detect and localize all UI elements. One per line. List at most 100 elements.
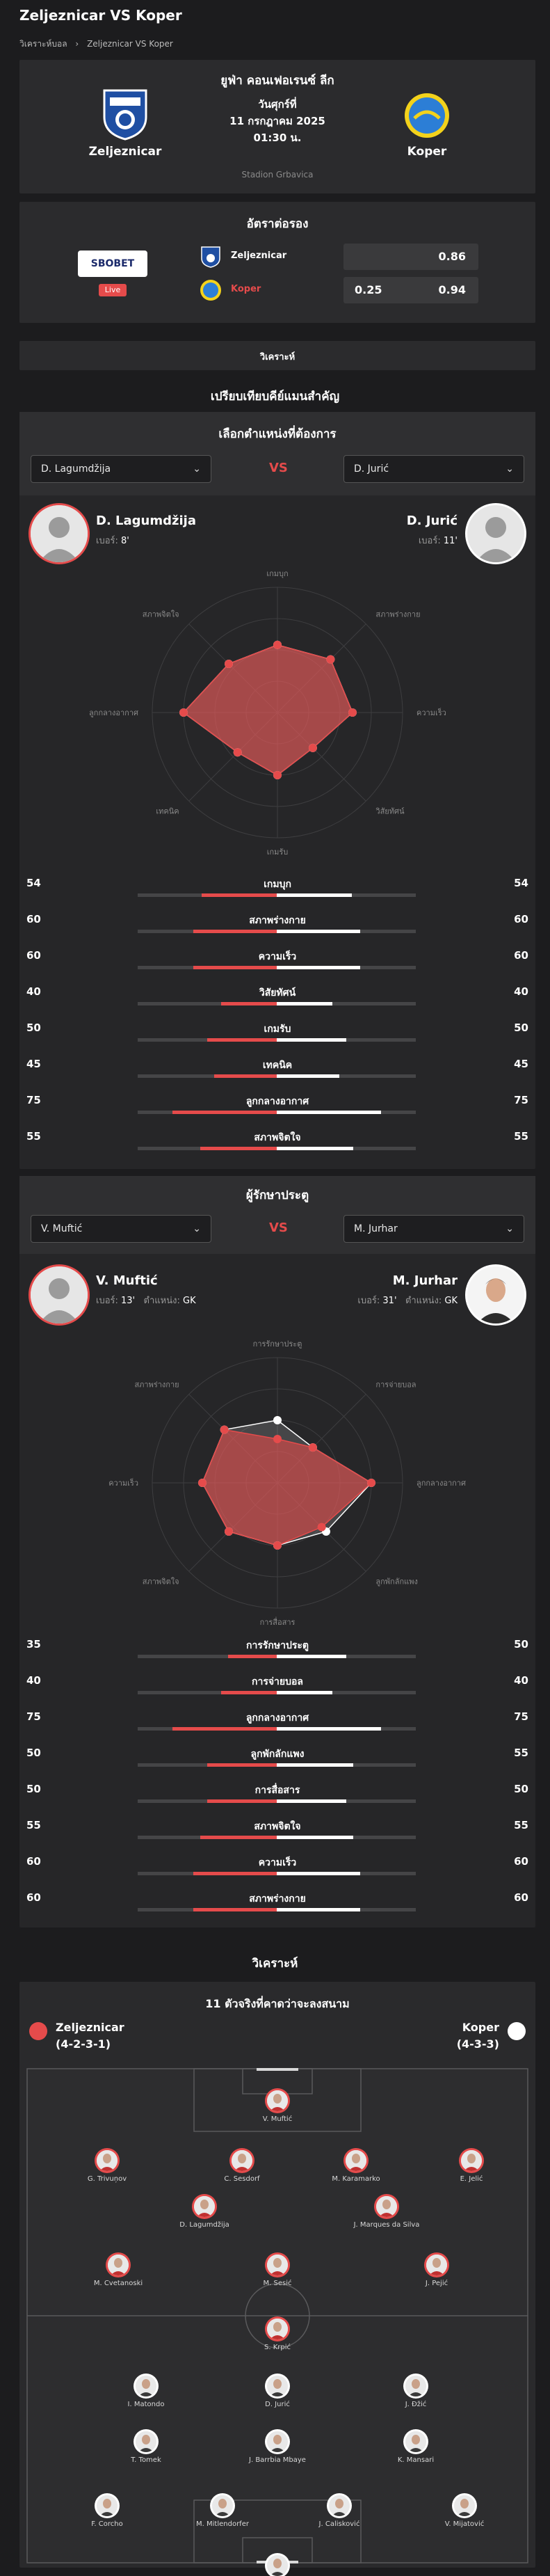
radar-point-left [317, 1522, 326, 1532]
lineup-player-avatar[interactable] [267, 2255, 288, 2275]
stat-bar-right [277, 1002, 332, 1005]
stat-left-value: 75 [26, 1710, 41, 1723]
right-player-select[interactable]: D. Jurić ⌄ [343, 455, 524, 483]
lineup-player-avatar[interactable] [376, 2196, 397, 2217]
stat-bar-left [172, 1727, 277, 1731]
left-player-select[interactable]: D. Lagumdžija ⌄ [31, 455, 211, 483]
lineup-player-name: F. Corcho [91, 2520, 123, 2528]
stat-bar-left [214, 1074, 277, 1078]
stat-row: 60 สภาพร่างกาย 60 [26, 910, 528, 945]
lineup-player-avatar[interactable] [346, 2150, 366, 2171]
stat-label: เกมรับ [264, 1024, 291, 1035]
lineup-player-avatar[interactable] [108, 2255, 129, 2275]
left-goalkeeper-select-value: V. Muftić [41, 1223, 83, 1234]
stat-bar-right [277, 1763, 353, 1767]
vs-label: VS [269, 461, 288, 475]
radar-label: ลูกกลางอากาศ [416, 1479, 466, 1488]
stat-bar-left [200, 1147, 277, 1150]
lineup-player-avatar[interactable] [232, 2150, 252, 2171]
odds-panel: อัตราต่อรอง SBOBET Live Zeljeznicar Kope… [19, 202, 535, 323]
stat-bar-left [207, 1038, 277, 1042]
left-goalkeeper-avatar [31, 1266, 88, 1323]
stat-row: 75 ลูกกลางอากาศ 75 [26, 1708, 528, 1742]
radar-point-right [273, 1416, 282, 1424]
stat-left-value: 75 [26, 1094, 41, 1106]
stat-label: การจ่ายบอล [252, 1676, 303, 1687]
lineup-player-avatar[interactable] [329, 2495, 350, 2516]
stat-label: ความเร็ว [258, 951, 297, 962]
lineup-player-avatar[interactable] [267, 2319, 288, 2339]
radar-point-left [348, 708, 357, 717]
right-goalkeeper-select[interactable]: M. Jurhar ⌄ [343, 1215, 524, 1243]
lineup-player-avatar[interactable] [267, 2431, 288, 2452]
stat-left-value: 54 [26, 877, 41, 889]
lineup-player-name: V. Mijatović [444, 2520, 485, 2528]
stat-left-value: 60 [26, 1891, 41, 1904]
left-player-select-value: D. Lagumdžija [41, 463, 111, 475]
lineup-player-avatar[interactable] [405, 2431, 426, 2452]
radar-point-left [233, 748, 242, 757]
lineup-player-avatar[interactable] [267, 2090, 288, 2111]
radar-label: สภาพจิตใจ [143, 1577, 179, 1586]
radar-point-left [308, 743, 317, 752]
right-goalkeeper-select-value: M. Jurhar [354, 1223, 398, 1234]
analysis-tab-label: วิเคราะห์ [259, 352, 296, 363]
breadcrumb-home-link[interactable]: วิเคราะห์บอล [19, 39, 67, 49]
home-team-small-logo-icon [201, 246, 220, 268]
away-formation: (4-3-3) [456, 2037, 499, 2051]
stat-left-value: 60 [26, 913, 41, 925]
stat-right-value: 55 [514, 1819, 528, 1831]
analysis-tab[interactable]: วิเคราะห์ [19, 341, 535, 370]
lineup-player-avatar[interactable] [194, 2196, 215, 2217]
lineup-player-name: I. Matondo [127, 2401, 165, 2408]
home-lineup-name: Zeljeznicar [56, 2021, 124, 2034]
stat-bar-right [277, 1691, 332, 1694]
radar-label: เกมรับ [267, 848, 289, 857]
left-goalkeeper-meta: เบอร์: 13' ตำแหน่ง: GK [96, 1296, 196, 1306]
stat-bar-left [228, 1655, 277, 1658]
stat-row: 40 วิสัยทัศน์ 40 [26, 983, 528, 1017]
lineup-player-avatar[interactable] [212, 2495, 233, 2516]
lineup-player-avatar[interactable] [267, 2555, 288, 2576]
left-goalkeeper-select[interactable]: V. Muftić ⌄ [31, 1215, 211, 1243]
stat-right-value: 75 [514, 1094, 528, 1106]
stat-bar-left [202, 893, 277, 897]
right-goalkeeper-avatar [467, 1266, 524, 1323]
stat-right-value: 50 [514, 1021, 528, 1034]
stat-bar-right [277, 930, 360, 933]
lineup-player-avatar[interactable] [426, 2255, 447, 2275]
lineup-player-avatar[interactable] [461, 2150, 482, 2171]
lineup-player-avatar[interactable] [454, 2495, 475, 2516]
sbobet-logo[interactable]: SBOBET [78, 251, 147, 277]
away-lineup-name: Koper [462, 2021, 499, 2034]
lineup-player-avatar[interactable] [136, 2376, 156, 2396]
stat-bar-right [277, 1655, 346, 1658]
stat-row: 40 การจ่ายบอล 40 [26, 1671, 528, 1706]
lineup-player-avatar[interactable] [97, 2150, 118, 2171]
page-title: Zeljeznicar VS Koper [19, 7, 182, 24]
goalkeeper-title: ผู้รักษาประตู [245, 1188, 309, 1202]
lineup-player-avatar[interactable] [405, 2376, 426, 2396]
stat-bar-left [207, 1763, 277, 1767]
match-date: 11 กรกฎาคม 2025 [229, 115, 325, 127]
home-formation: (4-2-3-1) [56, 2037, 111, 2051]
stat-right-value: 60 [514, 1855, 528, 1868]
stat-label: ความเร็ว [258, 1857, 297, 1868]
stat-row: 60 ความเร็ว 60 [26, 1852, 528, 1887]
radar-point-left [308, 1443, 317, 1452]
radar-point-left [326, 655, 335, 664]
odds-handicap-box[interactable]: 0.25 0.94 [343, 277, 478, 303]
lineup-player-avatar[interactable] [136, 2431, 156, 2452]
lineup-player-avatar[interactable] [97, 2495, 118, 2516]
breadcrumb-current: Zeljeznicar VS Koper [87, 39, 173, 49]
stat-left-value: 40 [26, 985, 41, 998]
stat-bar-right [277, 1908, 360, 1911]
lineup-player-avatar[interactable] [267, 2376, 288, 2396]
lineup-player-name: G. Trivuņov [87, 2175, 127, 2183]
odds-home-value[interactable]: 0.86 [343, 244, 478, 270]
stat-row: 55 สภาพจิตใจ 55 [26, 1127, 528, 1162]
stat-row: 50 ลูกพักลักแพง 55 [26, 1744, 528, 1779]
radar-label: ความเร็ว [108, 1478, 138, 1488]
stat-label: สภาพจิตใจ [254, 1821, 301, 1832]
radar-point-left [273, 1435, 282, 1443]
